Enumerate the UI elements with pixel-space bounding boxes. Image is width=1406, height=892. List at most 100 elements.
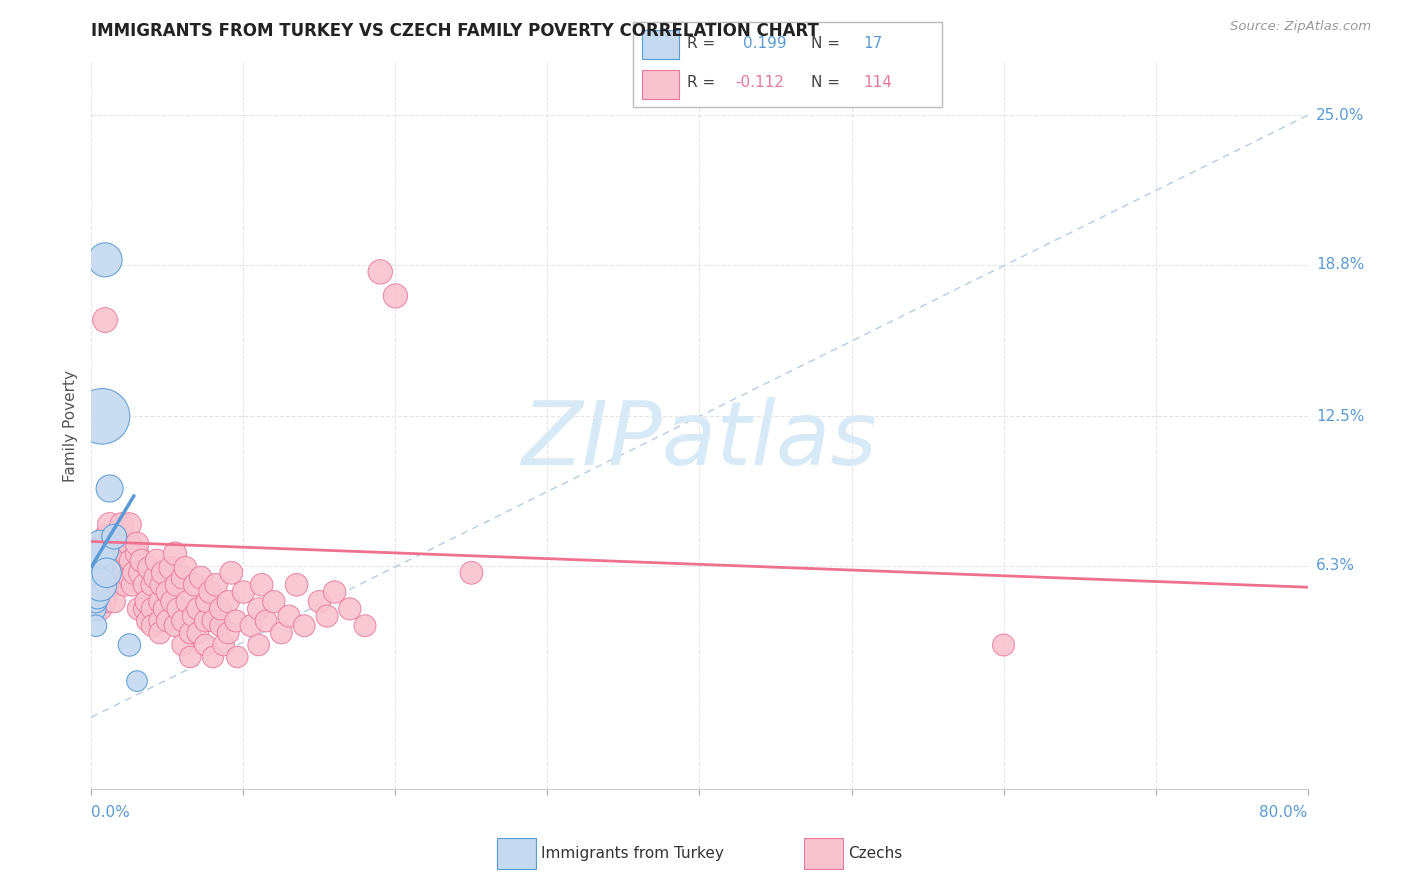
Point [105, 554, 128, 568]
Text: 80.0%: 80.0% [1260, 805, 1308, 820]
Point [212, 638, 235, 652]
Point [384, 289, 406, 303]
Text: Czechs: Czechs [849, 847, 903, 861]
Point [323, 585, 346, 599]
Point [125, 547, 148, 561]
Point [152, 566, 174, 580]
Point [194, 614, 217, 628]
Point [460, 566, 482, 580]
Point [205, 578, 228, 592]
Point [138, 561, 160, 575]
Point [110, 561, 132, 575]
Point [172, 614, 194, 628]
Point [250, 578, 273, 592]
Point [84, 554, 107, 568]
Point [149, 626, 172, 640]
Point [217, 595, 239, 609]
Point [120, 554, 142, 568]
Point [135, 595, 157, 609]
Point [160, 595, 183, 609]
Point [156, 614, 179, 628]
Point [118, 537, 141, 551]
Point [84, 595, 107, 609]
Point [149, 595, 172, 609]
Point [172, 638, 194, 652]
Point [166, 578, 188, 592]
Point [308, 595, 330, 609]
Point [292, 618, 315, 632]
Point [89, 602, 111, 616]
Point [97, 566, 120, 580]
Point [254, 614, 277, 628]
Point [209, 618, 232, 632]
Point [285, 578, 308, 592]
Point [104, 537, 127, 551]
Text: R =: R = [688, 75, 720, 89]
Point [98, 482, 121, 496]
Point [131, 554, 153, 568]
Point [232, 585, 254, 599]
Point [87, 547, 110, 561]
Point [87, 541, 110, 556]
Point [107, 541, 129, 556]
Point [225, 614, 247, 628]
Point [316, 609, 339, 624]
Point [202, 650, 225, 665]
Point [128, 602, 150, 616]
Point [187, 626, 209, 640]
Point [143, 571, 166, 585]
Point [103, 530, 125, 544]
Point [125, 674, 148, 689]
Point [86, 590, 108, 604]
Point [84, 618, 107, 632]
Point [176, 595, 198, 609]
Text: ZIPatlas: ZIPatlas [522, 398, 877, 483]
Point [167, 602, 190, 616]
Text: N =: N = [811, 37, 845, 52]
Point [187, 602, 209, 616]
Point [118, 517, 141, 532]
Point [93, 578, 115, 592]
Point [96, 566, 118, 580]
Point [91, 547, 114, 561]
Point [103, 547, 125, 561]
Text: 17: 17 [863, 37, 883, 52]
Point [86, 554, 108, 568]
Point [339, 602, 361, 616]
Text: 0.0%: 0.0% [91, 805, 131, 820]
Point [247, 638, 270, 652]
Point [98, 517, 121, 532]
Point [103, 595, 125, 609]
Point [91, 409, 114, 424]
Point [184, 578, 207, 592]
Point [278, 609, 301, 624]
Text: IMMIGRANTS FROM TURKEY VS CZECH FAMILY POVERTY CORRELATION CHART: IMMIGRANTS FROM TURKEY VS CZECH FAMILY P… [91, 22, 820, 40]
Text: 25.0%: 25.0% [1316, 108, 1364, 123]
Point [122, 566, 145, 580]
Point [993, 638, 1015, 652]
Point [209, 602, 232, 616]
Bar [643, 70, 679, 99]
Point [87, 561, 110, 575]
Point [156, 585, 179, 599]
Point [198, 585, 221, 599]
Point [107, 571, 129, 585]
Text: 12.5%: 12.5% [1316, 409, 1364, 424]
Point [226, 650, 249, 665]
Point [94, 595, 117, 609]
Point [149, 614, 172, 628]
Point [112, 554, 135, 568]
Point [100, 571, 122, 585]
Point [174, 561, 197, 575]
Text: -0.112: -0.112 [735, 75, 783, 89]
Point [118, 571, 141, 585]
Point [89, 571, 111, 585]
Point [82, 571, 104, 585]
Point [163, 547, 186, 561]
Point [247, 602, 270, 616]
Point [240, 618, 263, 632]
Point [98, 537, 121, 551]
Point [94, 313, 117, 327]
Point [145, 554, 167, 568]
Text: 18.8%: 18.8% [1316, 257, 1364, 272]
